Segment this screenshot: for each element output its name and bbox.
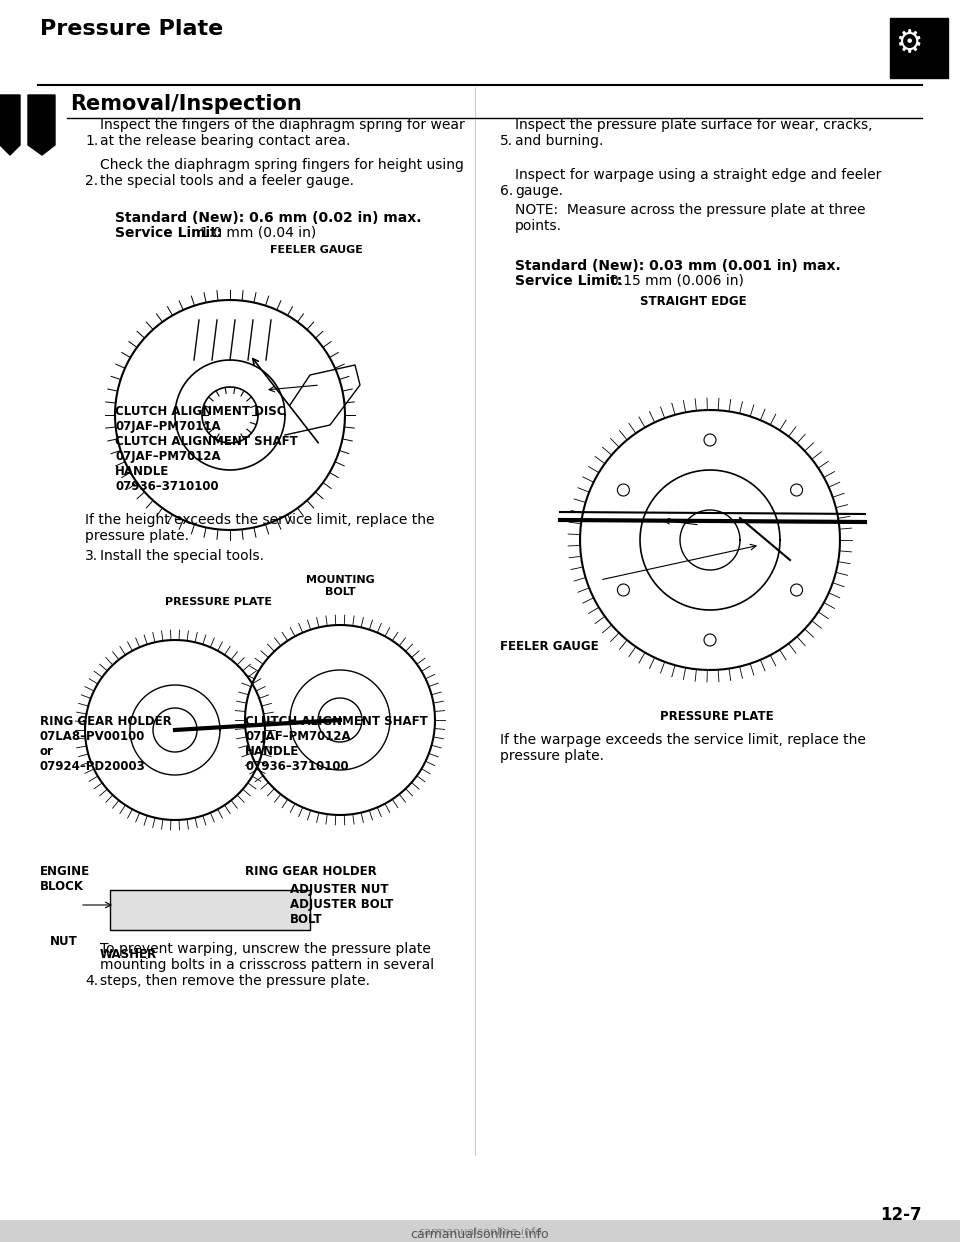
Text: PRESSURE PLATE: PRESSURE PLATE bbox=[660, 710, 774, 723]
Circle shape bbox=[791, 484, 803, 496]
Text: 4.: 4. bbox=[85, 974, 98, 987]
Text: RING GEAR HOLDER: RING GEAR HOLDER bbox=[245, 864, 376, 878]
FancyBboxPatch shape bbox=[890, 17, 948, 78]
Text: To prevent warping, unscrew the pressure plate
mounting bolts in a crisscross pa: To prevent warping, unscrew the pressure… bbox=[100, 941, 434, 987]
Text: 3.: 3. bbox=[85, 549, 98, 563]
Text: 2.: 2. bbox=[85, 174, 98, 188]
Text: BOLT: BOLT bbox=[290, 913, 323, 927]
Text: ENGINE
BLOCK: ENGINE BLOCK bbox=[40, 864, 90, 893]
Text: Removal/Inspection: Removal/Inspection bbox=[70, 94, 301, 114]
Circle shape bbox=[791, 584, 803, 596]
Circle shape bbox=[617, 484, 630, 496]
Text: PRESSURE PLATE: PRESSURE PLATE bbox=[165, 597, 272, 607]
Circle shape bbox=[617, 584, 630, 596]
Polygon shape bbox=[28, 94, 55, 155]
Circle shape bbox=[704, 433, 716, 446]
Bar bbox=[0, 1220, 960, 1242]
Bar bbox=[85, 250, 415, 520]
Text: FEELER GAUGE: FEELER GAUGE bbox=[270, 245, 363, 255]
Circle shape bbox=[704, 633, 716, 646]
Text: STRAIGHT EDGE: STRAIGHT EDGE bbox=[640, 296, 747, 308]
Text: 1.0 mm (0.04 in): 1.0 mm (0.04 in) bbox=[200, 226, 316, 240]
Text: If the height exceeds the service limit, replace the
pressure plate.: If the height exceeds the service limit,… bbox=[85, 513, 435, 543]
Text: Inspect the pressure plate surface for wear, cracks,
and burning.: Inspect the pressure plate surface for w… bbox=[515, 118, 873, 148]
Text: carmanualsonline.info: carmanualsonline.info bbox=[411, 1228, 549, 1241]
Text: ADJUSTER NUT: ADJUSTER NUT bbox=[290, 883, 389, 895]
Text: 0.15 mm (0.006 in): 0.15 mm (0.006 in) bbox=[610, 274, 744, 288]
Text: 12-7: 12-7 bbox=[880, 1206, 922, 1225]
Text: Standard (New): 0.6 mm (0.02 in) max.: Standard (New): 0.6 mm (0.02 in) max. bbox=[115, 211, 421, 225]
Text: 5.: 5. bbox=[500, 134, 514, 148]
Text: WASHER: WASHER bbox=[100, 948, 157, 961]
Text: Pressure Plate: Pressure Plate bbox=[40, 19, 224, 39]
Text: Service Limit:: Service Limit: bbox=[115, 226, 223, 240]
Text: ADJUSTER BOLT: ADJUSTER BOLT bbox=[290, 898, 394, 910]
Text: MOUNTING
BOLT: MOUNTING BOLT bbox=[305, 575, 374, 597]
Polygon shape bbox=[0, 94, 20, 155]
Text: Install the special tools.: Install the special tools. bbox=[100, 549, 264, 563]
Text: Service Limit:: Service Limit: bbox=[515, 274, 622, 288]
Text: CLUTCH ALIGNMENT DISC
07JAF–PM7011A
CLUTCH ALIGNMENT SHAFT
07JAF–PM7012A
HANDLE
: CLUTCH ALIGNMENT DISC 07JAF–PM7011A CLUT… bbox=[115, 405, 298, 493]
Text: CLUTCH ALIGNMENT SHAFT
07JAF–PM7012A
HANDLE
07936–3710100: CLUTCH ALIGNMENT SHAFT 07JAF–PM7012A HAN… bbox=[245, 715, 428, 773]
Text: 1.: 1. bbox=[85, 134, 98, 148]
Text: If the warpage exceeds the service limit, replace the
pressure plate.: If the warpage exceeds the service limit… bbox=[500, 733, 866, 763]
Text: Standard (New): 0.03 mm (0.001 in) max.: Standard (New): 0.03 mm (0.001 in) max. bbox=[515, 260, 841, 273]
Text: 6.: 6. bbox=[500, 184, 514, 197]
Text: Inspect for warpage using a straight edge and feeler
gauge.: Inspect for warpage using a straight edg… bbox=[515, 168, 881, 197]
Text: ⚙: ⚙ bbox=[895, 29, 923, 58]
Text: FEELER GAUGE: FEELER GAUGE bbox=[500, 640, 599, 653]
Text: Inspect the fingers of the diaphragm spring for wear
at the release bearing cont: Inspect the fingers of the diaphragm spr… bbox=[100, 118, 465, 148]
Text: NOTE:  Measure across the pressure plate at three
points.: NOTE: Measure across the pressure plate … bbox=[515, 202, 866, 233]
Text: RING GEAR HOLDER
07LA8–PV00100
or
07924–PD20003: RING GEAR HOLDER 07LA8–PV00100 or 07924–… bbox=[40, 715, 172, 773]
Text: carmanualsonline.info: carmanualsonline.info bbox=[418, 1227, 542, 1237]
Text: Check the diaphragm spring fingers for height using
the special tools and a feel: Check the diaphragm spring fingers for h… bbox=[100, 158, 464, 188]
Text: NUT: NUT bbox=[50, 935, 78, 948]
Bar bbox=[110, 891, 310, 930]
